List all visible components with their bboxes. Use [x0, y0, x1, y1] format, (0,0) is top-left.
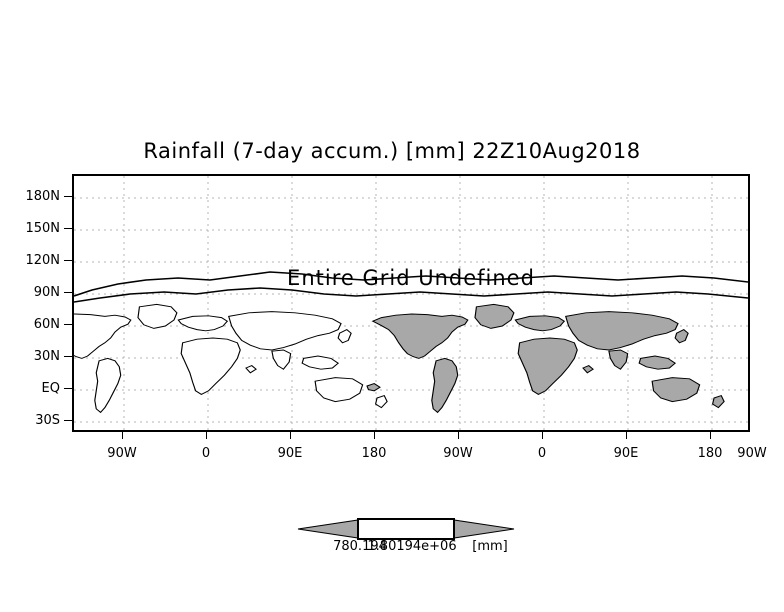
y-axis-label-180n: 180N: [25, 189, 60, 204]
high-latitude-coastline: [74, 271, 748, 303]
colorbar[interactable]: [296, 512, 516, 546]
y-axis-label-30s: 30S: [35, 413, 60, 428]
x-axis-label-90e-2: 90E: [613, 446, 639, 461]
y-axis-label-150n: 150N: [25, 221, 60, 236]
x-axis-label-180-1: 180: [361, 446, 387, 461]
x-axis-label-90w-3: 90W: [737, 446, 767, 461]
y-axis-label-120n: 120N: [25, 253, 60, 268]
x-tick-mark: [206, 432, 207, 439]
colorbar-min-label: 780.194: [333, 539, 387, 554]
world-map-graphic: [74, 176, 748, 430]
y-tick-mark: [64, 324, 72, 325]
y-tick-mark: [64, 228, 72, 229]
world-copy-left-unshaded: [74, 303, 388, 413]
x-axis-label-90e-1: 90E: [277, 446, 303, 461]
x-tick-mark: [374, 432, 375, 439]
x-tick-mark: [710, 432, 711, 439]
colorbar-low-arrow: [297, 519, 359, 539]
y-axis-label-eq: EQ: [41, 381, 60, 396]
x-tick-mark: [626, 432, 627, 439]
x-axis-label-90w-1: 90W: [107, 446, 137, 461]
y-tick-mark: [64, 196, 72, 197]
y-tick-mark: [64, 260, 72, 261]
y-tick-mark: [64, 292, 72, 293]
x-axis-label-0-1: 0: [201, 446, 211, 461]
x-tick-mark: [458, 432, 459, 439]
x-axis-label-180-2: 180: [697, 446, 723, 461]
colorbar-max-label: 1.80194e+06: [367, 539, 457, 554]
x-axis-label-90w-2: 90W: [443, 446, 473, 461]
x-tick-mark: [290, 432, 291, 439]
colorbar-level-box: [357, 518, 455, 540]
y-tick-mark: [64, 388, 72, 389]
latitude-gridlines: [74, 197, 748, 423]
y-axis-label-90n: 90N: [33, 285, 60, 300]
y-axis-label-30n: 30N: [33, 349, 60, 364]
x-axis-label-0-2: 0: [537, 446, 547, 461]
y-tick-mark: [64, 420, 72, 421]
map-plot-area: [72, 174, 750, 432]
page-title: Rainfall (7-day accum.) [mm] 22Z10Aug201…: [143, 139, 641, 163]
y-axis-label-60n: 60N: [33, 317, 60, 332]
x-tick-mark: [122, 432, 123, 439]
colorbar-high-arrow: [453, 519, 515, 539]
y-tick-mark: [64, 356, 72, 357]
longitude-gridlines: [123, 176, 713, 430]
x-tick-mark: [542, 432, 543, 439]
world-copy-right-shaded: [366, 303, 725, 413]
colorbar-units-label: [mm]: [472, 539, 508, 554]
